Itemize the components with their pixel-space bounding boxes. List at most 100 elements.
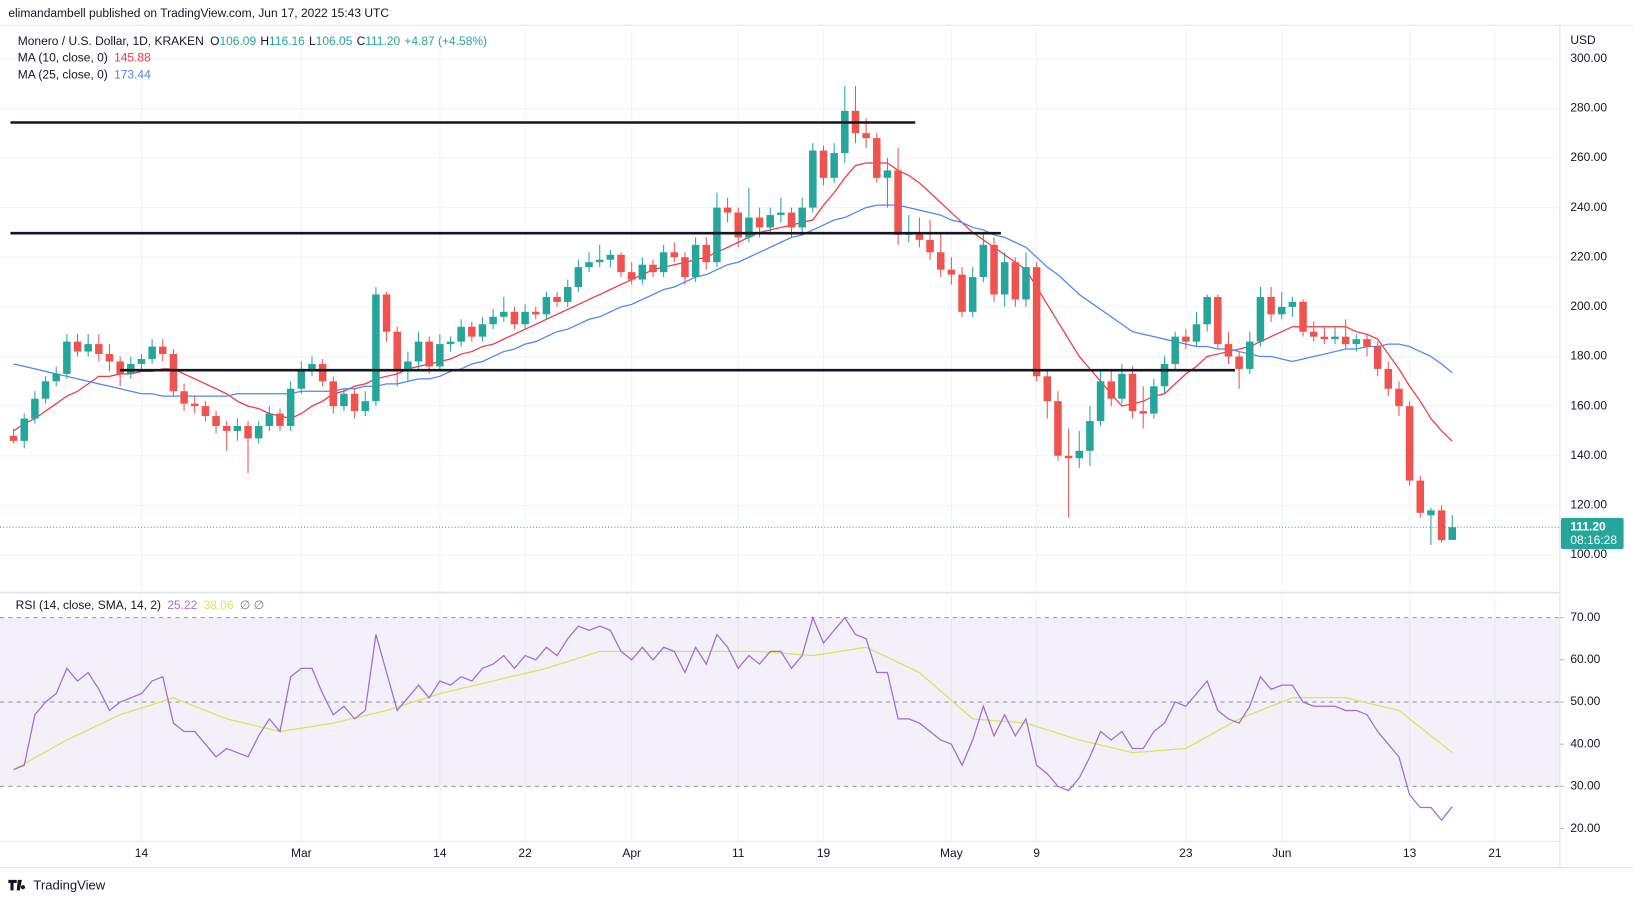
ohlc-key: H [260, 34, 269, 48]
x-tick-label: 13 [1403, 846, 1417, 860]
candle-body [1246, 341, 1254, 369]
legend-ma10: MA (10, close, 0) 145.88 [18, 51, 151, 65]
candle-body [1373, 346, 1382, 369]
ohlc-value: 106.09 [219, 34, 256, 48]
candle-body [649, 264, 657, 273]
candle-body [1363, 339, 1371, 347]
footer-logo: TradingView [8, 878, 106, 893]
series-line [13, 646, 1453, 771]
candle-body [1182, 336, 1190, 342]
candle-body [169, 354, 178, 392]
candle-body [425, 341, 433, 367]
candle-body [500, 311, 508, 317]
candle-body [41, 381, 50, 399]
candle-body [542, 296, 551, 315]
candle-body [915, 232, 924, 240]
marks [0, 86, 1560, 822]
candle-body [1320, 336, 1329, 340]
candle-body [702, 244, 711, 263]
candle-body [457, 326, 465, 342]
rsi-tick-label: 20.00 [1570, 821, 1600, 835]
candle-body [1203, 296, 1211, 325]
candle-body [1107, 381, 1115, 399]
rsi-sma-value: 38.06 [204, 598, 234, 612]
candle-body [1395, 388, 1403, 407]
rsi-tick-label: 50.00 [1570, 694, 1600, 708]
rsi-value: 25.22 [167, 598, 197, 612]
candle-body [553, 296, 561, 302]
rsi-tick-label: 40.00 [1570, 736, 1600, 750]
y-tick-label: 120.00 [1570, 498, 1607, 512]
series-line [13, 204, 1453, 397]
candle-body [31, 398, 39, 419]
rsi-tick-label: 30.00 [1570, 779, 1600, 793]
candle-body [244, 425, 252, 439]
candle-body [862, 133, 870, 139]
candle-body [1075, 450, 1084, 459]
candle-body [691, 244, 700, 278]
y-tick-label: 280.00 [1570, 101, 1607, 115]
candle-body [809, 150, 817, 208]
candle-body [819, 150, 828, 178]
candle-body [510, 311, 519, 325]
publisher: elimandambell published on TradingView.c… [8, 6, 389, 20]
rsi-extra: ∅ ∅ [240, 598, 264, 612]
candle-body [787, 212, 796, 228]
candle-body [1384, 368, 1393, 389]
candle-body [798, 207, 806, 228]
ma-value: 173.44 [114, 68, 151, 82]
candle-body [1416, 480, 1425, 513]
candle-body [233, 425, 242, 431]
y-tick-label: 180.00 [1570, 349, 1607, 363]
candle-body [606, 254, 615, 260]
x-tick-label: 14 [433, 846, 447, 860]
ohlc-value: 116.16 [269, 34, 305, 48]
candle-body [1331, 336, 1339, 340]
candle-body [1192, 324, 1201, 342]
candle-body [990, 244, 998, 295]
candle-body [84, 344, 92, 352]
symbol: Monero / U.S. Dollar, 1D, KRAKEN [18, 34, 204, 48]
price-tag [1560, 517, 1624, 550]
candle-body [1150, 386, 1158, 414]
y-tick-label: 140.00 [1570, 448, 1607, 462]
candle-body [1256, 296, 1265, 342]
y-tick-label: 200.00 [1570, 299, 1607, 313]
candle-body [52, 373, 60, 382]
rsi-tick-label: 60.00 [1570, 652, 1600, 666]
candle-body [1352, 339, 1361, 345]
candle-body [190, 403, 199, 407]
candle-body [63, 341, 71, 374]
ma-value: 145.88 [114, 51, 151, 65]
candle-body [318, 363, 327, 382]
candle-body [404, 361, 412, 372]
ohlc-key: C [357, 34, 366, 48]
candle-body [95, 344, 103, 355]
candle-body [745, 217, 753, 238]
candle-body [1139, 411, 1147, 414]
candle-body [1086, 421, 1094, 451]
candle-body [1043, 376, 1052, 402]
candle-body [1448, 527, 1457, 540]
candle-body [1171, 336, 1179, 364]
candle-body [340, 393, 348, 407]
candle-body [713, 207, 721, 263]
logo-icon [8, 879, 26, 891]
candle-body [137, 358, 146, 364]
candle-body [1437, 510, 1446, 541]
y-tick-label: 160.00 [1570, 398, 1607, 412]
candle-body [222, 425, 231, 431]
rsi-name: RSI (14, close, SMA, 14, 2) [16, 598, 161, 612]
y-tick-label: 240.00 [1570, 200, 1607, 214]
candle-body [595, 259, 604, 263]
candle-body [873, 138, 881, 178]
y-tick-label: 300.00 [1570, 51, 1607, 65]
candle-body [361, 401, 370, 412]
grid [0, 29, 1565, 842]
candle-body [116, 361, 124, 374]
candle-body [723, 207, 732, 213]
candle-body [1309, 331, 1318, 337]
candle-body [1160, 363, 1169, 387]
rsi-tick-label: 70.00 [1570, 610, 1600, 624]
